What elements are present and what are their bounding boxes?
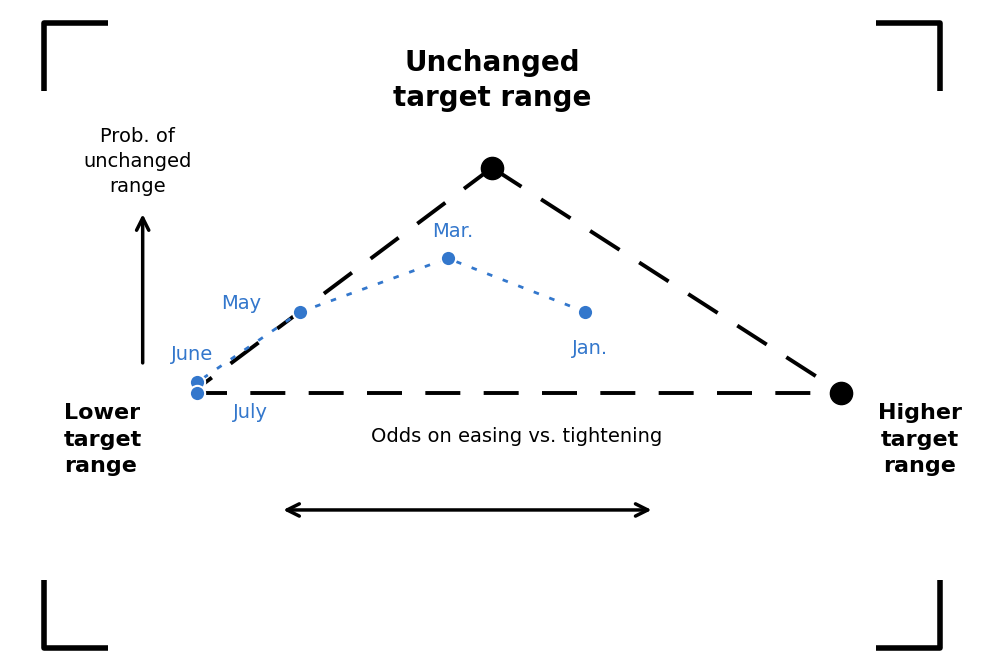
Text: Prob. of
unchanged
range: Prob. of unchanged range: [84, 127, 192, 195]
Text: July: July: [233, 403, 269, 422]
Text: Lower
target
range: Lower target range: [64, 403, 143, 476]
Text: Higher
target
range: Higher target range: [878, 403, 962, 476]
Text: Odds on easing vs. tightening: Odds on easing vs. tightening: [371, 427, 662, 446]
Text: Jan.: Jan.: [573, 340, 608, 358]
Text: Mar.: Mar.: [432, 222, 473, 241]
Text: Unchanged
target range: Unchanged target range: [393, 49, 591, 112]
Text: June: June: [171, 345, 213, 364]
Text: May: May: [221, 295, 261, 313]
